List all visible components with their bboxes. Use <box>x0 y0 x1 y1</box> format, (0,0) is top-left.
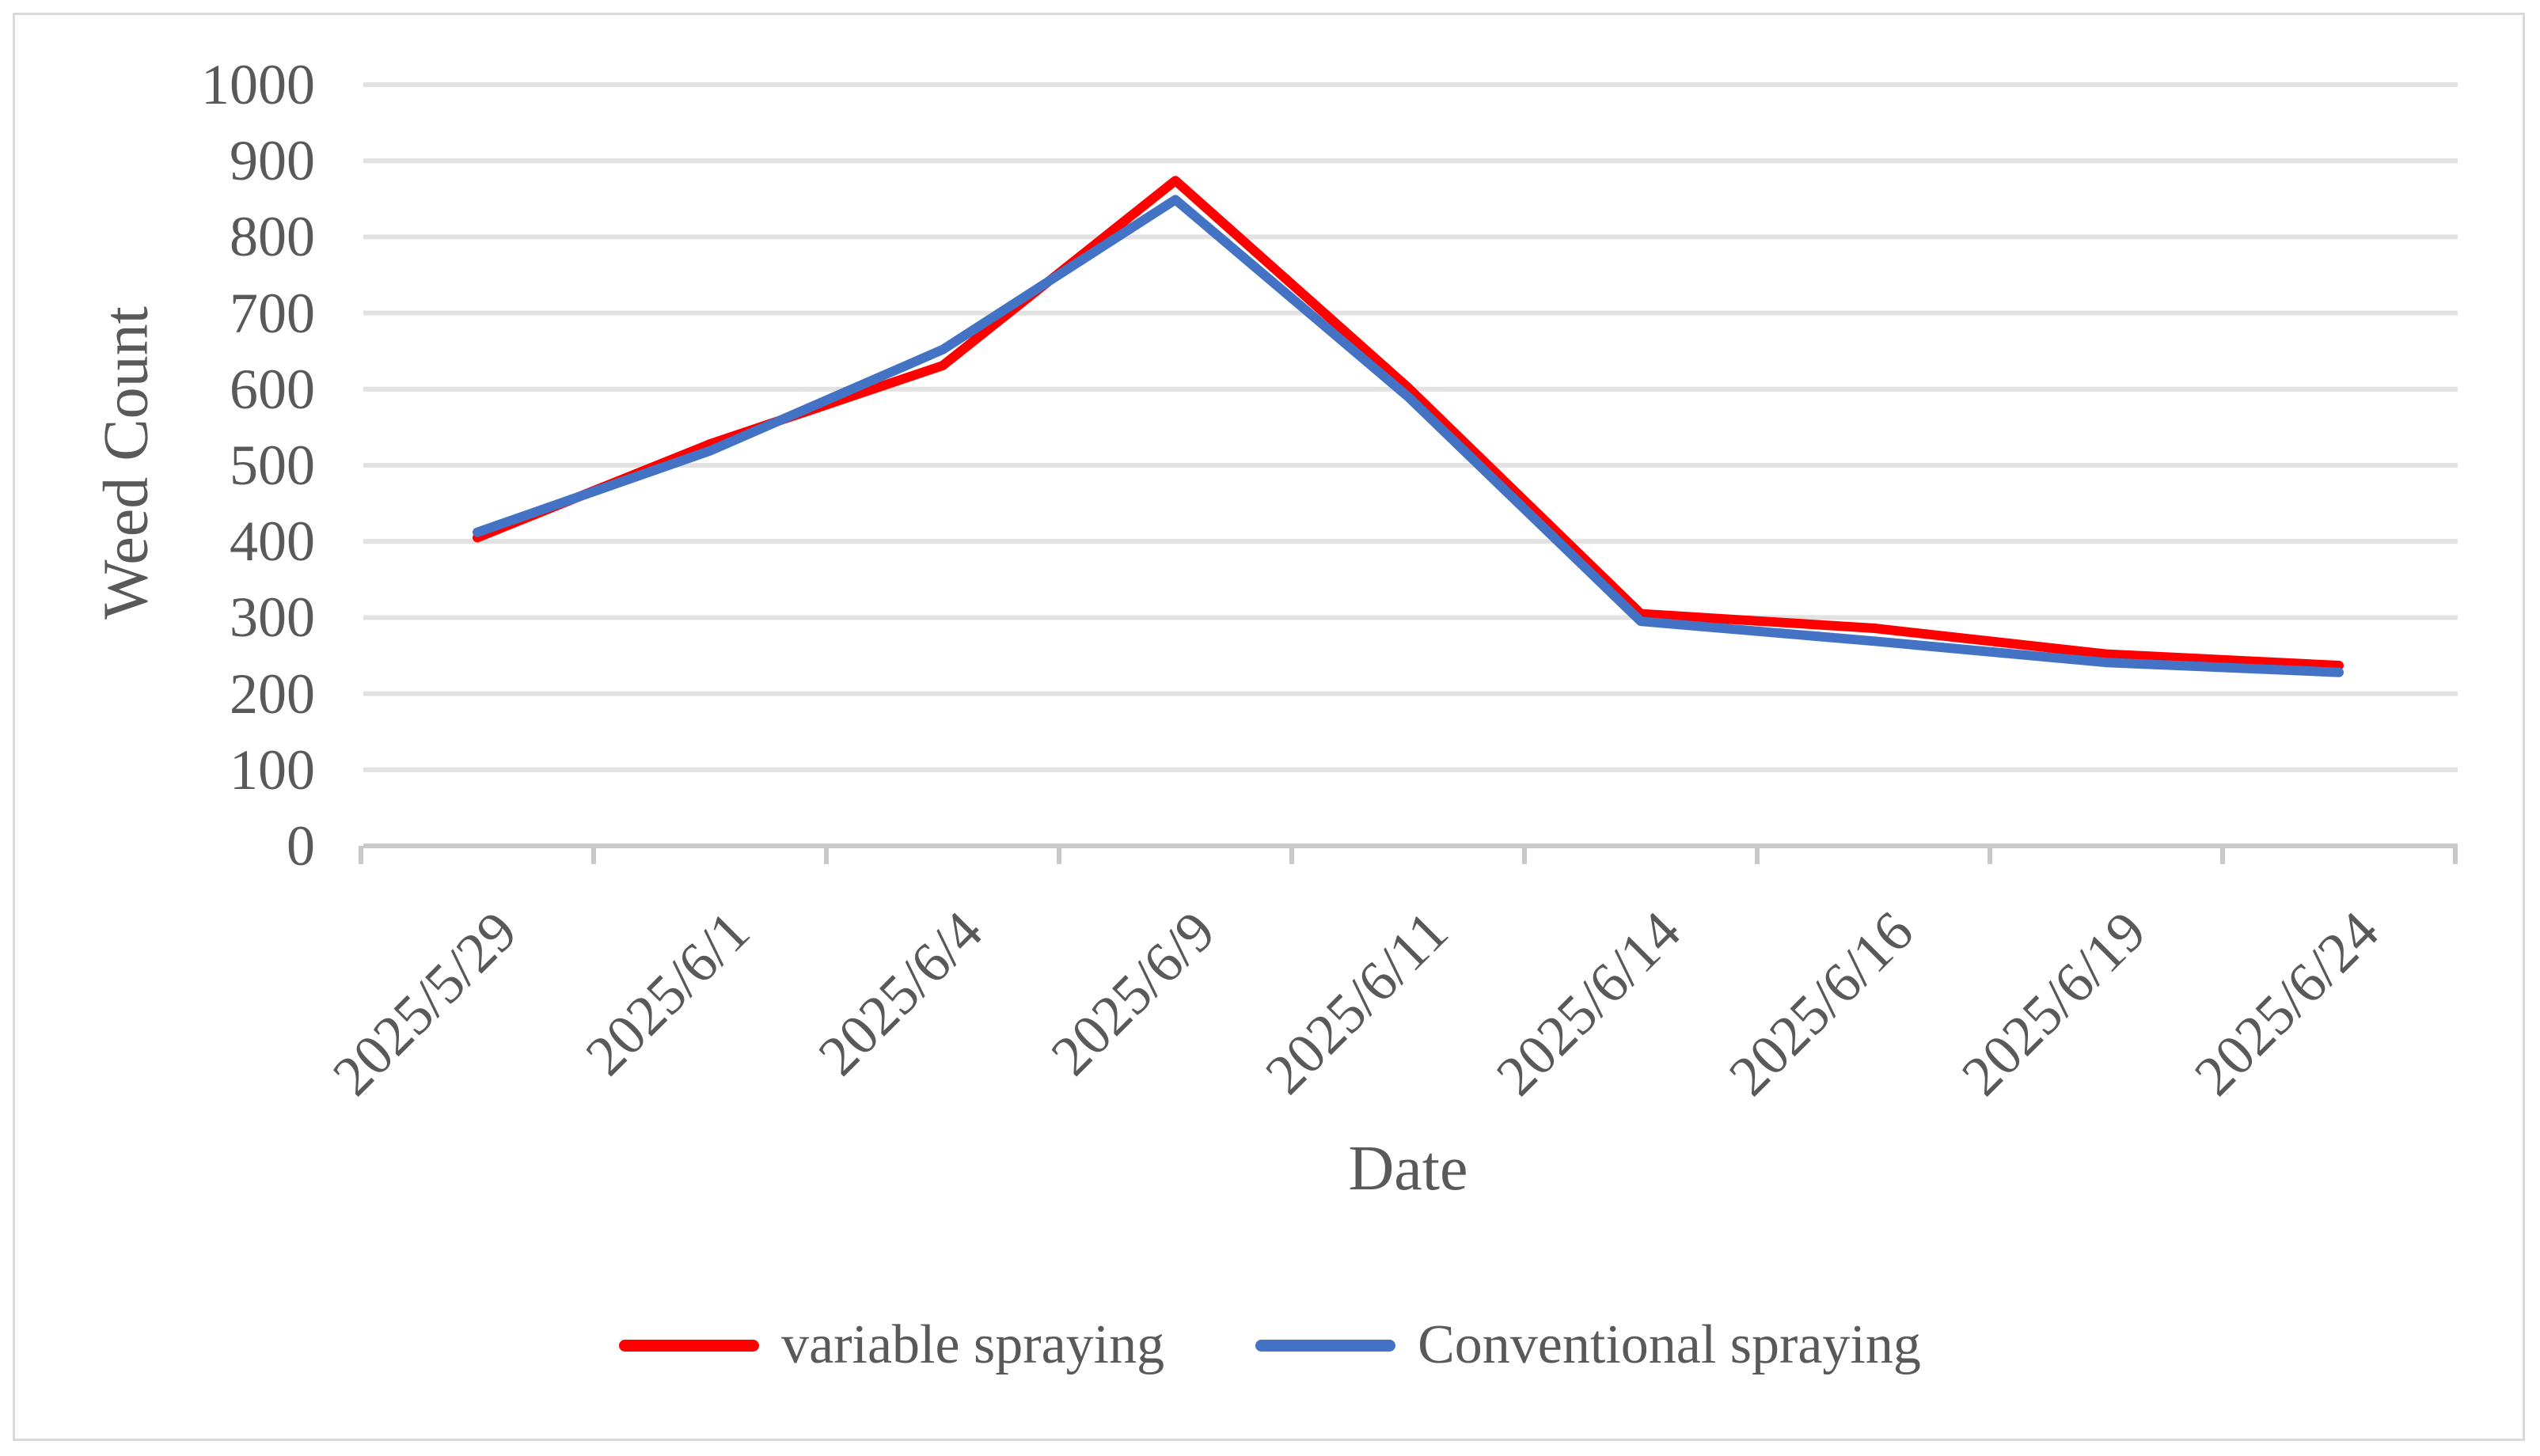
legend-swatch-conventional-spraying-icon <box>1255 1339 1396 1352</box>
legend-item-conventional-spraying: Conventional spraying <box>1255 1310 1921 1381</box>
y-tick-label: 600 <box>230 357 315 421</box>
series-line-conventional-spraying <box>473 195 2344 677</box>
x-axis-title: Date <box>1348 1134 1468 1204</box>
y-axis-title: Weed Count <box>91 306 161 620</box>
y-tick-label: 500 <box>230 434 315 497</box>
legend-label-variable-spraying: variable spraying <box>781 1314 1165 1375</box>
y-tick-label: 900 <box>230 129 315 193</box>
y-tick-label: 1000 <box>201 53 315 116</box>
legend-label-conventional-spraying: Conventional spraying <box>1418 1314 1921 1375</box>
y-tick-label: 400 <box>230 510 315 574</box>
y-tick-label: 700 <box>230 281 315 345</box>
y-tick-label: 0 <box>287 814 315 878</box>
y-tick-label: 800 <box>230 205 315 269</box>
y-tick-label: 100 <box>230 737 315 802</box>
chart-border <box>13 13 2525 1441</box>
y-tick-label: 300 <box>230 586 315 650</box>
legend-item-variable-spraying: variable spraying <box>619 1310 1164 1381</box>
legend: variable spraying Conventional spraying <box>0 1306 2540 1385</box>
series-line-variable-spraying <box>473 176 2344 670</box>
y-tick-label: 200 <box>230 662 315 726</box>
legend-swatch-variable-spraying-icon <box>619 1339 760 1352</box>
